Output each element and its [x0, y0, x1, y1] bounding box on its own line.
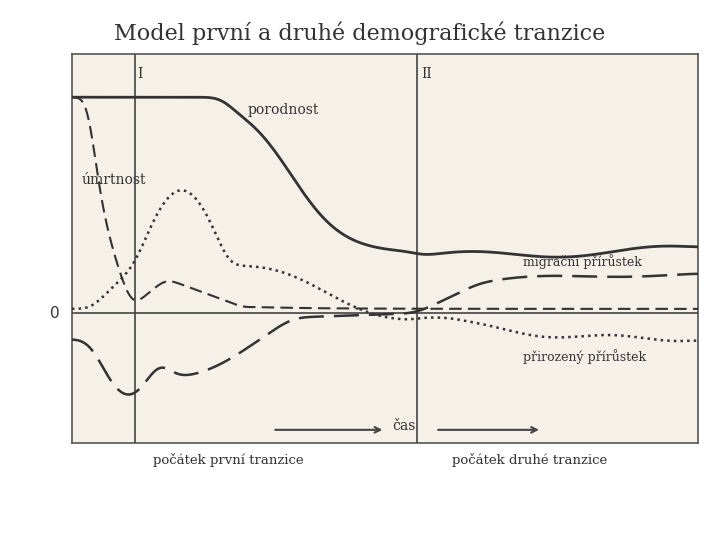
Text: II: II	[421, 67, 432, 81]
Text: přirozený přírůstek: přirozený přírůstek	[523, 349, 646, 364]
Text: I: I	[138, 67, 143, 81]
Text: porodnost: porodnost	[248, 104, 319, 118]
Text: čas: čas	[392, 418, 415, 433]
Text: migrační přírůstek: migrační přírůstek	[523, 254, 642, 269]
Text: počátek první tranzice: počátek první tranzice	[153, 453, 304, 467]
Text: 0: 0	[50, 306, 60, 321]
Text: Model první a druhé demografické tranzice: Model první a druhé demografické tranzic…	[114, 22, 606, 45]
Text: úmrtnost: úmrtnost	[81, 173, 146, 187]
Text: počátek druhé tranzice: počátek druhé tranzice	[451, 453, 607, 467]
